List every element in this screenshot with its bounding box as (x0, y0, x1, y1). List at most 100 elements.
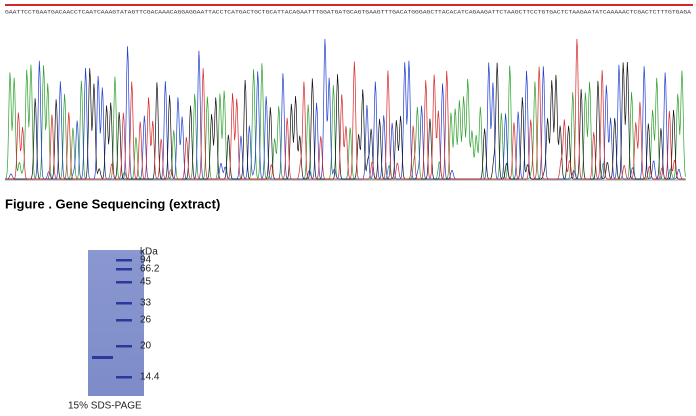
bar-segment (461, 4, 465, 6)
bar-segment (85, 4, 89, 6)
bar-segment (649, 4, 653, 6)
bar-segment (233, 4, 237, 6)
bar-segment (73, 4, 77, 6)
bar-segment (257, 4, 261, 6)
bar-segment (365, 4, 369, 6)
bar-segment (273, 4, 277, 6)
bar-segment (301, 4, 305, 6)
bar-segment (425, 4, 429, 6)
bar-segment (45, 4, 49, 6)
bar-segment (21, 4, 25, 6)
bar-segment (629, 4, 633, 6)
bar-segment (349, 4, 353, 6)
bar-segment (505, 4, 509, 6)
bar-segment (409, 4, 413, 6)
bar-segment (477, 4, 481, 6)
bar-segment (605, 4, 609, 6)
bar-segment (177, 4, 181, 6)
bar-segment (269, 4, 273, 6)
bar-segment (665, 4, 669, 6)
bar-segment (253, 4, 257, 6)
bar-segment (309, 4, 313, 6)
bar-segment (289, 4, 293, 6)
bar-segment (313, 4, 317, 6)
bar-segment (169, 4, 173, 6)
bar-segment (33, 4, 37, 6)
bar-segment (561, 4, 565, 6)
bar-segment (545, 4, 549, 6)
unit-label: kDa (140, 247, 158, 258)
bar-segment (677, 4, 681, 6)
bar-segment (393, 4, 397, 6)
bar-segment (217, 4, 221, 6)
bar-segment (353, 4, 357, 6)
bar-segment (437, 4, 441, 6)
gel-label: 15% SDS-PAGE (68, 401, 142, 412)
bar-segment (417, 4, 421, 6)
marker-label: 66.2 (140, 264, 160, 275)
bar-segment (645, 4, 649, 6)
marker-band (116, 319, 132, 322)
bar-segment (41, 4, 45, 6)
trace (5, 61, 686, 180)
bar-segment (613, 4, 617, 6)
bar-segment (121, 4, 125, 6)
bar-segment (281, 4, 285, 6)
bar-segment (565, 4, 569, 6)
bar-segment (225, 4, 229, 6)
bar-segment (445, 4, 449, 6)
bar-segment (385, 4, 389, 6)
bar-segment (69, 4, 73, 6)
bar-segment (77, 4, 81, 6)
bar-segment (685, 4, 689, 6)
bar-segment (621, 4, 625, 6)
bar-segment (97, 4, 101, 6)
bar-segment (317, 4, 321, 6)
bar-segment (633, 4, 637, 6)
bar-segment (153, 4, 157, 6)
bar-segment (357, 4, 361, 6)
marker-label: 26 (140, 315, 152, 326)
bar-segment (329, 4, 333, 6)
bar-segment (9, 4, 13, 6)
gel (88, 250, 144, 396)
bar-segment (157, 4, 161, 6)
bar-segment (297, 4, 301, 6)
bar-segment (109, 4, 113, 6)
marker-label: 14.4 (140, 372, 160, 383)
bar-segment (589, 4, 593, 6)
trace (5, 38, 686, 180)
bar-segment (145, 4, 149, 6)
bar-segment (457, 4, 461, 6)
bar-segment (165, 4, 169, 6)
bar-segment (441, 4, 445, 6)
marker-band (116, 259, 132, 262)
bar-segment (13, 4, 17, 6)
bar-segment (181, 4, 185, 6)
bar-segment (469, 4, 473, 6)
bar-segment (261, 4, 265, 6)
sequence: GAATTCCTGAATGACAACCTCAATCAAAGTATAGTTCGAC… (5, 9, 691, 15)
bar-segment (465, 4, 469, 6)
bar-segment (509, 4, 513, 6)
bar-segment (321, 4, 325, 6)
bar-segment (501, 4, 505, 6)
bar-segment (229, 4, 233, 6)
bar-segment (197, 4, 201, 6)
bar-segment (25, 4, 29, 6)
bar-segment (5, 4, 9, 6)
bar-segment (61, 4, 65, 6)
bar-segment (293, 4, 297, 6)
bar-segment (381, 4, 385, 6)
bar-segment (305, 4, 309, 6)
bar-segment (529, 4, 533, 6)
bar-segment (93, 4, 97, 6)
bar-segment (81, 4, 85, 6)
bar-segment (617, 4, 621, 6)
bar-segment (373, 4, 377, 6)
bar-segment (601, 4, 605, 6)
bar-segment (125, 4, 129, 6)
bar-segment (117, 4, 121, 6)
